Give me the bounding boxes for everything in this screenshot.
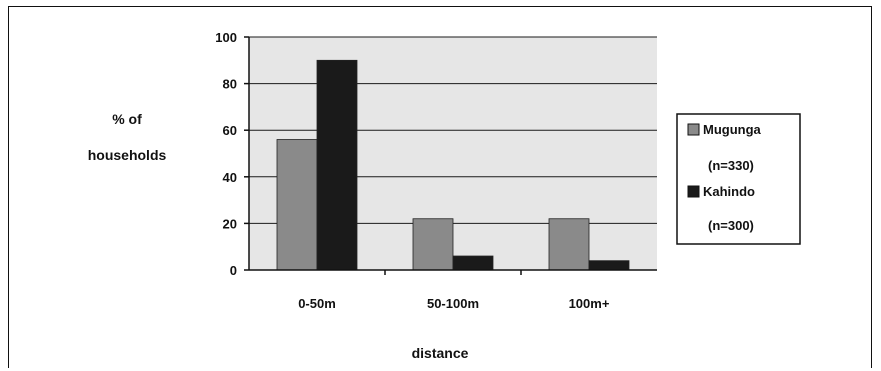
x-tick-label-0-50m: 0-50m <box>298 296 336 311</box>
y-tick-label-100: 100 <box>215 30 237 45</box>
legend-label-mugunga: Mugunga <box>703 122 762 137</box>
legend: Mugunga (n=330) Kahindo (n=300) <box>676 113 801 245</box>
y-tick-label-80: 80 <box>223 77 237 92</box>
y-tick-label-40: 40 <box>223 170 237 185</box>
legend-label-kahindo: Kahindo <box>703 184 755 199</box>
bar-mugunga-100m+ <box>548 218 590 271</box>
y-tick-label-20: 20 <box>223 216 237 231</box>
y-axis-label-line-1: % of <box>112 111 142 127</box>
bar-kahindo-100m+ <box>588 260 630 271</box>
tick-labels: 0 20 40 60 80 100 0-50m 50-100m 100m+ <box>215 30 610 311</box>
x-axis-label: distance <box>412 345 469 361</box>
legend-count-mugunga: (n=330) <box>708 158 754 173</box>
bars <box>276 59 630 271</box>
bar-mugunga-0-50m <box>276 139 318 271</box>
chart-frame <box>8 6 872 368</box>
axes <box>244 36 657 275</box>
bar-kahindo-0-50m <box>316 59 358 271</box>
x-tick-label-50-100m: 50-100m <box>427 296 479 311</box>
legend-box <box>676 113 801 245</box>
legend-swatch-kahindo <box>687 185 700 198</box>
bar-mugunga-50-100m <box>412 218 454 271</box>
y-tick-label-0: 0 <box>230 263 237 278</box>
y-axis-label-line-2: households <box>88 147 167 163</box>
y-tick-label-60: 60 <box>223 123 237 138</box>
legend-count-kahindo: (n=300) <box>708 218 754 233</box>
x-tick-label-100m+: 100m+ <box>569 296 610 311</box>
bar-kahindo-50-100m <box>452 255 494 271</box>
legend-swatch-mugunga <box>687 123 700 136</box>
